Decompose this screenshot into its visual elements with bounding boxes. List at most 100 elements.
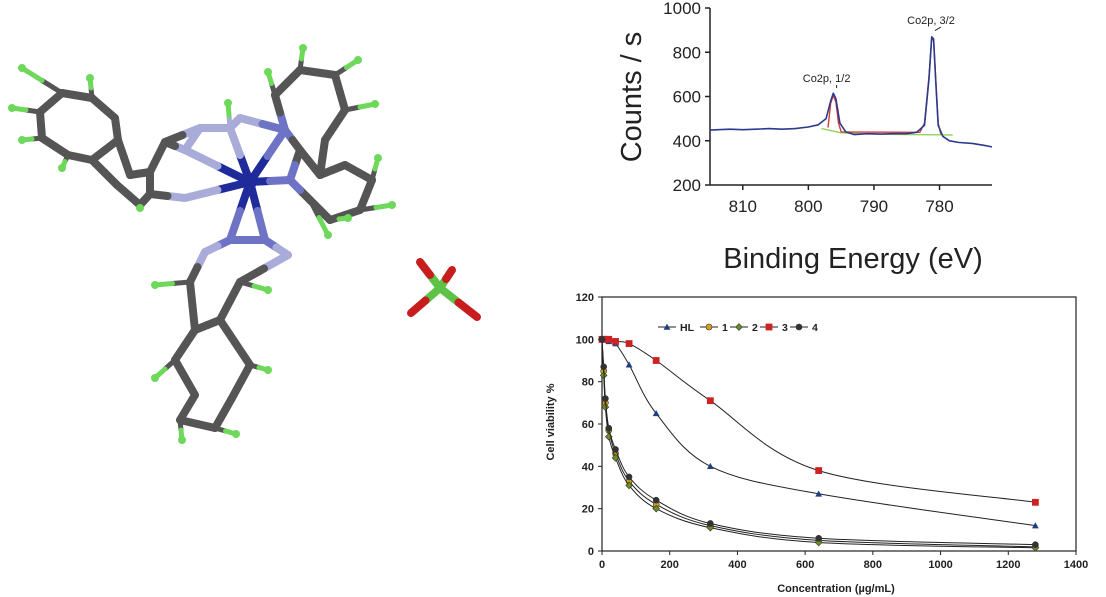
cell-legend-label: 4: [812, 322, 818, 334]
cell-data-point: [605, 335, 613, 343]
cell-data-point: [625, 473, 633, 481]
hydrogen-atom: [178, 436, 186, 444]
cell-y-tick-label: 100: [576, 334, 594, 346]
cell-series: [598, 335, 1040, 552]
cell-data-point: [600, 363, 607, 371]
cell-legend-marker: [735, 323, 743, 331]
cell-data-point: [707, 520, 714, 527]
bond-half: [170, 279, 193, 286]
cell-legend-label: 3: [782, 322, 788, 334]
cell-x-tick-label: 1000: [928, 559, 952, 571]
bond-half: [260, 251, 292, 273]
cell-y-tick-label: 40: [582, 461, 594, 473]
xps-x-tick-label: 800: [794, 197, 822, 216]
chlorine-atom: [435, 283, 445, 293]
cell-y-tick-label: 0: [588, 546, 594, 558]
cell-data-point: [625, 481, 633, 490]
xps-y-tick-label: 800: [673, 43, 701, 62]
hydrogen-atom: [371, 100, 379, 108]
bond-half: [307, 197, 322, 220]
cell-x-tick-label: 800: [864, 559, 882, 571]
cell-data-point: [815, 534, 822, 542]
hydrogen-atom: [324, 231, 332, 239]
bond-half: [442, 266, 456, 283]
hydrogen-atom: [136, 204, 144, 212]
bond-half: [181, 146, 222, 170]
xps-axes: 200 400 600 800 1000 810 800 790 780: [663, 0, 992, 216]
cell-data-point: [1032, 541, 1039, 548]
hydrogen-atom: [86, 74, 94, 82]
bond-half: [416, 258, 434, 279]
xps-y-tick-label: 200: [673, 176, 701, 195]
cell-x-tick-label: 200: [661, 559, 679, 571]
cell-legend-label: HL: [680, 322, 695, 334]
molecule-atoms: [8, 44, 445, 444]
cobalt-atom: [243, 175, 257, 189]
bond-half: [454, 298, 481, 321]
hydrogen-atom: [8, 104, 16, 112]
cell-legend-marker: [795, 323, 803, 331]
hydrogen-atom: [299, 44, 307, 52]
cell-series-line: [601, 338, 1036, 527]
xps-series: Co2p, 1/2 Co2p, 3/2: [709, 15, 993, 148]
xps-spectrum-line: [709, 35, 993, 148]
cell-data-point: [605, 424, 613, 432]
hydrogen-atom: [344, 214, 352, 222]
cell-data-point: [602, 395, 609, 402]
bond-half: [101, 136, 122, 154]
cell-data-point: [652, 504, 660, 513]
cell-x-tick-label: 400: [728, 559, 746, 571]
cell-data-point: [706, 397, 714, 405]
cell-y-axis-label: Cell viability %: [545, 383, 557, 460]
cell-data-point: [815, 467, 823, 474]
xps-x-tick-label: 790: [860, 197, 888, 216]
hydrogen-atom: [264, 68, 272, 76]
hydrogen-atom: [18, 136, 26, 144]
hydrogen-atom: [232, 430, 240, 438]
cell-legend-marker: [765, 323, 773, 331]
bond-half: [141, 190, 154, 204]
cell-data-point: [706, 462, 714, 470]
cell-series-line: [601, 338, 1036, 503]
bond-half: [153, 138, 169, 161]
cell-data-point: [815, 490, 823, 497]
hydrogen-atom: [18, 64, 26, 72]
bond-half: [186, 278, 197, 310]
xps-y-tick-label: 1000: [663, 0, 701, 18]
xps-x-axis-label: Binding Energy (eV): [723, 243, 983, 275]
hydrogen-atom: [264, 286, 272, 294]
cell-y-tick-label: 80: [582, 377, 594, 389]
bond-half: [216, 316, 239, 347]
molecular-structure: [8, 44, 481, 444]
xps-x-tick-label: 810: [729, 197, 757, 216]
cell-legend-label: 1: [722, 322, 728, 334]
bond-half: [407, 296, 430, 317]
hydrogen-atom: [151, 374, 159, 382]
cell-data-point: [625, 340, 633, 347]
cell-data-point: [652, 410, 660, 417]
bond-half: [231, 338, 254, 369]
xps-y-axis-label: Counts / s: [616, 32, 648, 163]
xps-y-tick-label: 400: [673, 132, 701, 151]
hydrogen-atom: [388, 201, 396, 209]
cell-series-line: [601, 339, 1036, 548]
cell-data-point: [652, 496, 660, 504]
bond-half: [253, 207, 269, 244]
bond-half: [263, 126, 289, 160]
hydrogen-atom: [58, 164, 66, 172]
bond-half: [226, 124, 244, 159]
cell-y-tick-label: 60: [582, 419, 594, 431]
xps-fit-line: [827, 38, 942, 135]
cell-data-point: [652, 357, 660, 364]
cell-x-tick-label: 1200: [996, 559, 1020, 571]
cell-x-tick-label: 0: [599, 559, 605, 571]
cell-legend-label: 2: [752, 322, 758, 334]
bond-half: [181, 186, 222, 202]
xps-peak-label: Co2p, 1/2: [803, 73, 851, 85]
cell-y-tick-label: 120: [576, 292, 594, 304]
cell-data-point: [611, 454, 620, 462]
xps-y-tick-label: 600: [673, 88, 701, 107]
